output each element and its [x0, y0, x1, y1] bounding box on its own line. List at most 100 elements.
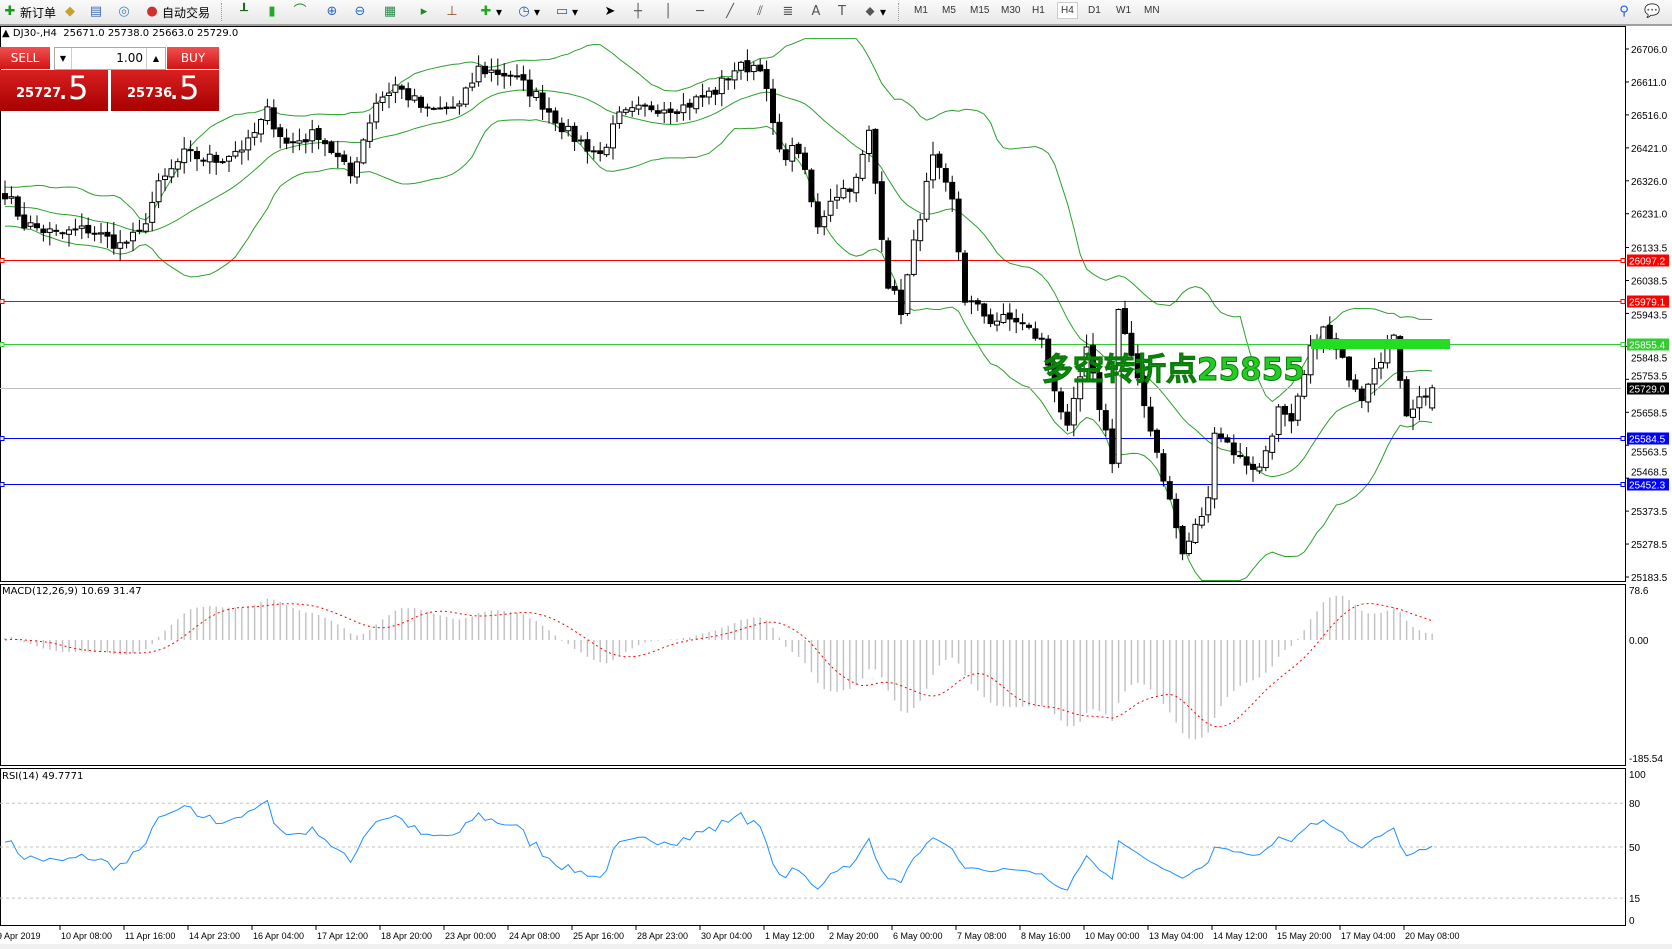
candle-body: [962, 252, 968, 303]
sell-button[interactable]: SELL: [0, 47, 50, 69]
market-watch-button[interactable]: ▤: [88, 2, 106, 22]
lot-decrease-button[interactable]: ▼: [55, 48, 72, 69]
candle-body: [411, 95, 418, 101]
horizontal-line-button[interactable]: ─: [692, 2, 710, 22]
price-tag: [1627, 382, 1669, 395]
pivot-marker: [1311, 338, 1450, 349]
level-anchor-right: [1620, 436, 1626, 441]
candle-body: [373, 102, 380, 123]
candle-body: [1128, 332, 1135, 356]
candle-body: [200, 159, 207, 162]
crosshair-button[interactable]: ┼: [630, 2, 648, 22]
time-axis-label: 24 Apr 08:00: [509, 931, 560, 941]
candle-body: [443, 106, 450, 110]
candle-body: [1365, 383, 1372, 403]
equidistant-channel-button[interactable]: ⫽: [752, 2, 770, 22]
timeframe-d1[interactable]: D1: [1088, 5, 1101, 16]
timeframe-h1[interactable]: H1: [1032, 5, 1045, 16]
autoscroll-button[interactable]: ⊥: [444, 2, 462, 22]
time-axis-label: 10 Apr 08:00: [61, 931, 112, 941]
sell-price-button[interactable]: 25727.5: [0, 69, 108, 111]
chart-window[interactable]: 26706.0 26611.0 26516.0 26421.0 26326.0 26231…: [0, 26, 1672, 949]
text-button[interactable]: A: [808, 2, 826, 22]
chat-button[interactable]: 💬: [1644, 2, 1662, 22]
timeframe-m1[interactable]: M1: [914, 5, 928, 16]
candle-body: [635, 104, 642, 110]
timeframe-h4[interactable]: H4: [1057, 2, 1078, 19]
lot-size-input[interactable]: 1.00: [116, 51, 143, 65]
arrows-button[interactable]: ⬥ ▾: [862, 2, 886, 22]
zoom-out-button[interactable]: ⊖: [352, 2, 370, 22]
candle-body: [155, 180, 162, 203]
candle-body: [1026, 324, 1032, 328]
candle-body: [757, 64, 764, 72]
candle-body: [21, 214, 28, 229]
candle-body: [360, 139, 367, 164]
candle-body: [1115, 308, 1122, 464]
candle-body: [1250, 463, 1256, 470]
timeframe-mn[interactable]: MN: [1144, 5, 1160, 16]
cursor-button[interactable]: ➤: [602, 2, 620, 22]
search-button[interactable]: ⚲: [1616, 2, 1634, 22]
buy-pips: .5: [169, 69, 200, 107]
candle-body: [846, 188, 853, 192]
timeframe-m15[interactable]: M15: [970, 5, 990, 16]
line-chart-button[interactable]: ⌒: [292, 2, 310, 22]
candle-body: [1307, 345, 1314, 376]
candle-body: [1058, 391, 1064, 413]
candle-body: [123, 241, 130, 244]
periods-button[interactable]: ◷ ▾: [516, 2, 540, 22]
timeframe-m30[interactable]: M30: [1001, 5, 1021, 16]
lot-size-stepper[interactable]: ▼ 1.00 ▲: [54, 47, 166, 70]
candle-body: [309, 129, 316, 142]
timeframe-w1[interactable]: W1: [1116, 5, 1131, 16]
buy-button[interactable]: BUY: [167, 47, 219, 69]
separator: [898, 3, 901, 21]
timeframe-m5[interactable]: M5: [942, 5, 956, 16]
candle-body: [110, 234, 117, 249]
candle-body: [1160, 453, 1167, 482]
text-label-button[interactable]: T: [834, 2, 852, 22]
candle-body: [264, 106, 271, 122]
trendline-button[interactable]: ╱: [722, 2, 740, 22]
candle-body: [955, 198, 962, 253]
tile-windows-button[interactable]: ▦: [382, 2, 400, 22]
candle-body: [622, 109, 629, 113]
macd-axis-label: 0.00: [1629, 636, 1649, 647]
candle-body: [725, 78, 732, 81]
zoom-in-button[interactable]: ⊕: [324, 2, 342, 22]
indicators-button[interactable]: ✚ ▾: [478, 2, 502, 22]
lot-increase-button[interactable]: ▲: [146, 48, 165, 69]
candle-body: [1205, 497, 1212, 516]
folder-button[interactable]: ◆: [62, 2, 80, 22]
time-axis-label: 17 Apr 12:00: [317, 931, 368, 941]
candlestick-button[interactable]: ▮: [264, 2, 282, 22]
bar-chart-button[interactable]: ┸: [236, 2, 254, 22]
price-axis-label: 26421.0: [1631, 144, 1668, 155]
candle-body: [1109, 428, 1116, 465]
candle-body: [680, 104, 687, 114]
new-order-button[interactable]: ✚ 新订单: [2, 2, 56, 22]
buy-price-button[interactable]: 25736.5: [111, 69, 219, 111]
candle-body: [1422, 395, 1429, 398]
templates-button[interactable]: ▭ ▾: [555, 4, 579, 19]
candle-body: [251, 132, 258, 138]
candle-body: [1192, 523, 1199, 544]
candle-body: [821, 216, 828, 228]
candle-body: [840, 187, 847, 199]
candle-body: [629, 107, 636, 112]
candle-body: [437, 107, 444, 110]
fibonacci-button[interactable]: ≣: [780, 2, 798, 22]
auto-trading-button[interactable]: ● 自动交易: [144, 2, 210, 22]
vertical-line-button[interactable]: │: [660, 2, 678, 22]
candle-body: [923, 180, 930, 220]
candle-body: [590, 150, 597, 153]
signal-button[interactable]: ◎: [116, 2, 134, 22]
candle-body: [27, 222, 34, 227]
candle-body: [482, 65, 488, 75]
candle-body: [776, 121, 783, 150]
time-axis-label: 9 Apr 2019: [0, 931, 41, 941]
chart-shift-button[interactable]: ▸: [416, 2, 434, 22]
cursor-icon: ➤: [604, 4, 616, 19]
candle-body: [603, 146, 610, 156]
